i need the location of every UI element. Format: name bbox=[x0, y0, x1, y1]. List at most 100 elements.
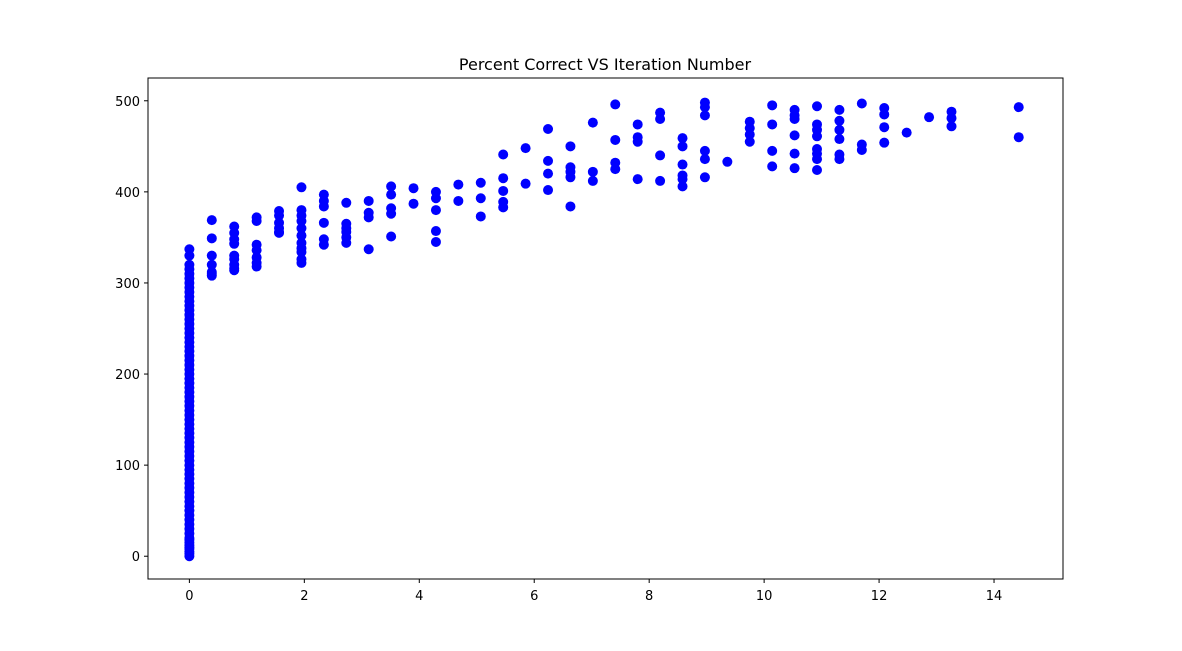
data-point bbox=[834, 154, 845, 165]
data-point bbox=[699, 102, 710, 113]
data-point bbox=[520, 178, 531, 189]
data-point bbox=[363, 212, 374, 223]
data-point bbox=[296, 257, 307, 268]
y-tick-label: 100 bbox=[115, 459, 140, 474]
data-point bbox=[655, 175, 666, 186]
x-tick-label: 10 bbox=[756, 589, 773, 604]
data-point bbox=[1013, 132, 1024, 143]
data-point bbox=[296, 182, 307, 193]
y-tick-label: 0 bbox=[132, 550, 140, 565]
y-tick-label: 400 bbox=[115, 186, 140, 201]
data-point bbox=[274, 227, 285, 238]
data-point bbox=[206, 250, 217, 261]
data-point bbox=[834, 104, 845, 115]
x-tick-label: 14 bbox=[986, 589, 1003, 604]
y-axis-ticks: 0 100 200 300 400 500 bbox=[115, 95, 148, 565]
data-point bbox=[318, 201, 329, 212]
data-point bbox=[677, 174, 688, 185]
data-point bbox=[744, 136, 755, 147]
x-tick-label: 6 bbox=[530, 589, 538, 604]
data-point bbox=[229, 265, 240, 276]
data-point bbox=[229, 238, 240, 249]
data-point bbox=[498, 185, 509, 196]
data-point bbox=[789, 113, 800, 124]
data-point bbox=[946, 121, 957, 132]
data-point bbox=[543, 168, 554, 179]
data-point bbox=[565, 141, 576, 152]
data-point bbox=[879, 137, 890, 148]
data-point bbox=[206, 259, 217, 270]
data-point bbox=[206, 215, 217, 226]
data-point bbox=[408, 198, 419, 209]
data-point bbox=[296, 246, 307, 257]
data-point bbox=[879, 122, 890, 133]
data-point bbox=[677, 133, 688, 144]
data-point bbox=[812, 154, 823, 165]
data-point bbox=[655, 113, 666, 124]
x-tick-label: 12 bbox=[871, 589, 888, 604]
data-point bbox=[543, 155, 554, 166]
data-point bbox=[341, 237, 352, 248]
data-point bbox=[632, 136, 643, 147]
data-point bbox=[386, 208, 397, 219]
data-point bbox=[699, 110, 710, 121]
data-point bbox=[879, 109, 890, 120]
data-point bbox=[341, 197, 352, 208]
data-point bbox=[834, 124, 845, 135]
data-point bbox=[699, 172, 710, 183]
data-point bbox=[498, 149, 509, 160]
data-point bbox=[386, 181, 397, 192]
data-points-layer bbox=[184, 97, 1024, 562]
data-point bbox=[610, 164, 621, 175]
data-point bbox=[520, 143, 531, 154]
data-point bbox=[632, 174, 643, 185]
data-point bbox=[274, 210, 285, 221]
data-point bbox=[655, 150, 666, 161]
data-point bbox=[206, 233, 217, 244]
x-tick-label: 8 bbox=[645, 589, 653, 604]
data-point bbox=[251, 245, 262, 256]
x-axis-ticks: 0 2 4 6 8 10 12 14 bbox=[185, 579, 1002, 604]
data-point bbox=[386, 189, 397, 200]
data-point bbox=[610, 99, 621, 110]
data-point bbox=[789, 163, 800, 174]
data-point bbox=[789, 130, 800, 141]
data-point bbox=[184, 259, 195, 270]
data-point bbox=[767, 119, 778, 130]
data-point bbox=[475, 193, 486, 204]
data-point bbox=[363, 244, 374, 255]
data-point bbox=[856, 144, 867, 155]
data-point bbox=[453, 179, 464, 190]
data-point bbox=[587, 166, 598, 177]
x-tick-label: 0 bbox=[185, 589, 193, 604]
data-point bbox=[475, 177, 486, 188]
y-tick-label: 200 bbox=[115, 368, 140, 383]
data-point bbox=[699, 145, 710, 156]
data-point bbox=[834, 115, 845, 126]
data-point bbox=[318, 217, 329, 228]
data-point bbox=[677, 141, 688, 152]
data-point bbox=[363, 195, 374, 206]
data-point bbox=[856, 98, 867, 109]
data-point bbox=[632, 119, 643, 130]
data-point bbox=[430, 226, 441, 237]
data-point bbox=[610, 134, 621, 145]
data-point bbox=[677, 181, 688, 192]
data-point bbox=[1013, 102, 1024, 113]
y-tick-label: 500 bbox=[115, 95, 140, 110]
data-point bbox=[453, 195, 464, 206]
data-point bbox=[296, 216, 307, 227]
data-point bbox=[946, 113, 957, 124]
data-point bbox=[699, 154, 710, 165]
data-point bbox=[251, 216, 262, 227]
data-point bbox=[812, 131, 823, 142]
data-point bbox=[430, 205, 441, 216]
data-point bbox=[834, 134, 845, 145]
data-point bbox=[812, 165, 823, 175]
data-point bbox=[789, 148, 800, 159]
data-point bbox=[251, 261, 262, 272]
data-point bbox=[767, 161, 778, 172]
data-point bbox=[430, 193, 441, 204]
